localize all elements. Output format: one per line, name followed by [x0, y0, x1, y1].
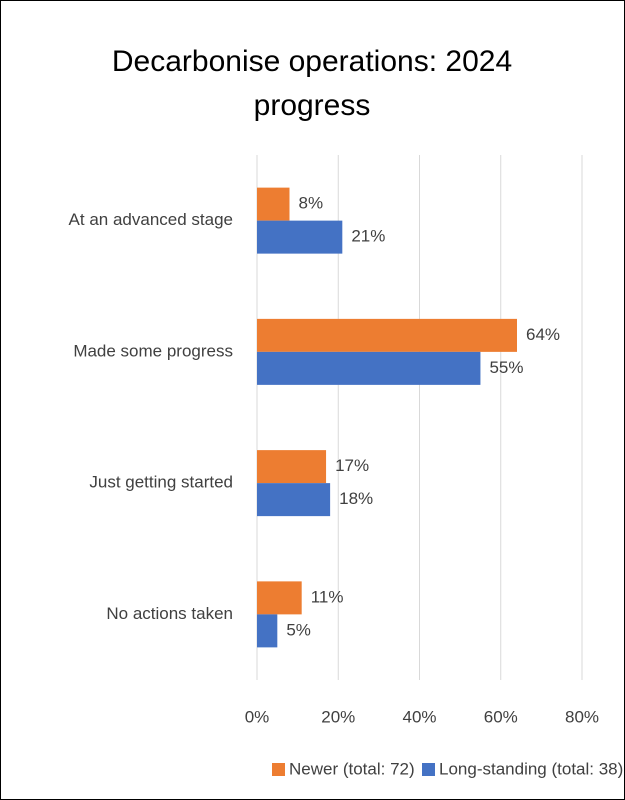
bar: [257, 187, 290, 221]
category-label: At an advanced stage: [69, 210, 233, 229]
x-tick-label: 80%: [565, 707, 599, 726]
value-label: 64%: [526, 325, 560, 344]
value-label: 11%: [311, 587, 344, 606]
x-tick-label: 40%: [402, 707, 436, 726]
category-label: Just getting started: [89, 473, 233, 492]
legend-label: Newer (total: 72): [289, 759, 415, 778]
category-label: No actions taken: [106, 604, 233, 623]
bar: [257, 581, 302, 615]
chart-title: Decarbonise operations: 2024 progress: [111, 45, 513, 122]
value-label: 55%: [489, 358, 523, 377]
value-label: 5%: [286, 620, 311, 639]
value-label: 18%: [339, 489, 373, 508]
x-tick-label: 0%: [245, 707, 270, 726]
legend-swatch: [272, 763, 285, 776]
legend-swatch: [422, 763, 435, 776]
bar: [257, 351, 481, 385]
bar: [257, 614, 278, 648]
bar: [257, 450, 327, 484]
bar: [257, 483, 331, 517]
legend-label: Long-standing (total: 38): [439, 759, 623, 778]
x-tick-label: 20%: [321, 707, 355, 726]
bar: [257, 220, 343, 254]
value-label: 17%: [335, 456, 369, 475]
category-label: Made some progress: [73, 341, 233, 360]
bar: [257, 318, 517, 352]
x-tick-label: 60%: [484, 707, 518, 726]
value-label: 21%: [351, 227, 385, 246]
value-label: 8%: [299, 194, 324, 213]
